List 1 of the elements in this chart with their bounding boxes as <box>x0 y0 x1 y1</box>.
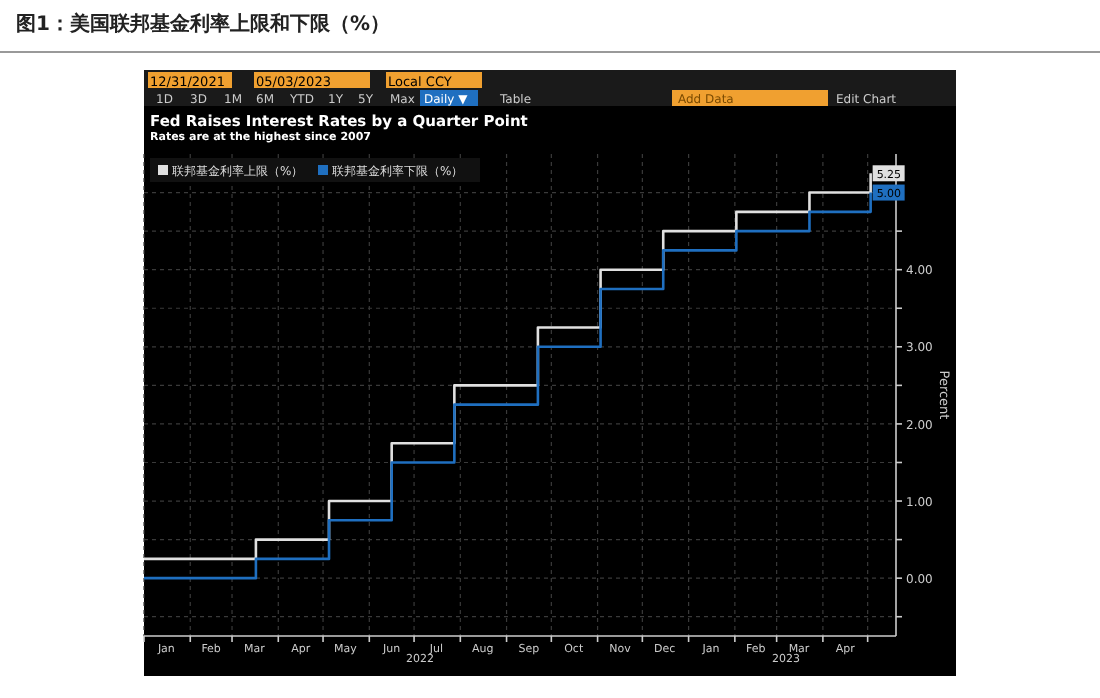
chart-title: 图1：美国联邦基金利率上限和下限（%） <box>16 12 390 36</box>
